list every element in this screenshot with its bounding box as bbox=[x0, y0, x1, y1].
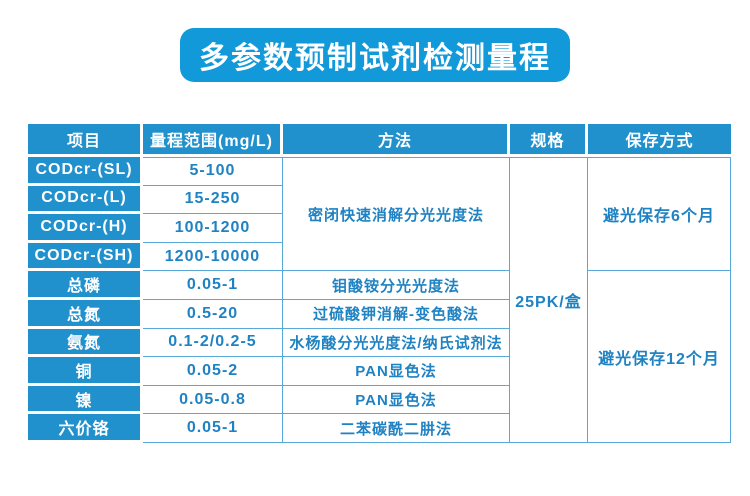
item-cell: CODcr-(SH) bbox=[28, 242, 143, 272]
table-row: 镍 0.05-0.8 PAN显色法 bbox=[28, 385, 731, 415]
header-row: 项目 量程范围(mg/L) 方法 规格 保存方式 bbox=[28, 124, 731, 157]
column-header-range: 量程范围(mg/L) bbox=[143, 124, 283, 157]
method-cell: PAN显色法 bbox=[283, 357, 510, 386]
table-row: 铜 0.05-2 PAN显色法 bbox=[28, 357, 731, 386]
table-row: 总氮 0.5-20 过硫酸钾消解-变色酸法 bbox=[28, 299, 731, 329]
item-cell: 镍 bbox=[28, 385, 143, 415]
item-cell: 铜 bbox=[28, 357, 143, 386]
title-banner: 多参数预制试剂检测量程 bbox=[180, 28, 570, 82]
spec-cell-merged: 25PK/盒 bbox=[510, 157, 588, 443]
column-header-method: 方法 bbox=[283, 124, 510, 157]
range-cell: 0.05-1 bbox=[143, 414, 283, 443]
range-cell: 100-1200 bbox=[143, 214, 283, 243]
table-row: 总磷 0.05-1 钼酸铵分光光度法 避光保存12个月 bbox=[28, 271, 731, 443]
method-cell: 二苯碳酰二肼法 bbox=[283, 414, 510, 443]
item-cell: 总氮 bbox=[28, 299, 143, 329]
table-row: 氨氮 0.1-2/0.2-5 水杨酸分光光度法/纳氏试剂法 bbox=[28, 328, 731, 358]
method-cell: 过硫酸钾消解-变色酸法 bbox=[283, 299, 510, 329]
table-row: CODcr-(SL) 5-100 密闭快速消解分光光度法 25PK/盒 避光保存… bbox=[28, 157, 731, 443]
method-cell-merged: 密闭快速消解分光光度法 bbox=[283, 157, 510, 272]
storage-cell-second: 避光保存12个月 bbox=[588, 271, 731, 443]
item-cell: 总磷 bbox=[28, 271, 143, 300]
item-cell: CODcr-(H) bbox=[28, 214, 143, 243]
range-cell: 0.05-0.8 bbox=[143, 385, 283, 415]
method-cell: PAN显色法 bbox=[283, 385, 510, 415]
column-header-item: 项目 bbox=[28, 124, 143, 157]
range-cell: 0.5-20 bbox=[143, 299, 283, 329]
range-cell: 0.1-2/0.2-5 bbox=[143, 328, 283, 358]
column-header-spec: 规格 bbox=[510, 124, 588, 157]
table-row: CODcr-(SH) 1200-10000 bbox=[28, 242, 731, 272]
range-cell: 15-250 bbox=[143, 185, 283, 215]
table-row: CODcr-(H) 100-1200 bbox=[28, 214, 731, 243]
range-cell: 5-100 bbox=[143, 157, 283, 186]
spec-table: 项目 量程范围(mg/L) 方法 规格 保存方式 CODcr-(SL) 5-10… bbox=[28, 124, 731, 443]
table-row: 六价铬 0.05-1 二苯碳酰二肼法 bbox=[28, 414, 731, 443]
method-cell: 水杨酸分光光度法/纳氏试剂法 bbox=[283, 328, 510, 358]
method-cell: 钼酸铵分光光度法 bbox=[283, 271, 510, 300]
item-cell: CODcr-(L) bbox=[28, 185, 143, 215]
item-cell: 六价铬 bbox=[28, 414, 143, 443]
item-cell: 氨氮 bbox=[28, 328, 143, 358]
storage-cell-first: 避光保存6个月 bbox=[588, 157, 731, 272]
item-cell: CODcr-(SL) bbox=[28, 157, 143, 186]
range-cell: 0.05-1 bbox=[143, 271, 283, 300]
range-cell: 0.05-2 bbox=[143, 357, 283, 386]
table-row: CODcr-(L) 15-250 bbox=[28, 185, 731, 215]
range-cell: 1200-10000 bbox=[143, 242, 283, 272]
column-header-storage: 保存方式 bbox=[588, 124, 731, 157]
page-title: 多参数预制试剂检测量程 bbox=[199, 42, 551, 75]
